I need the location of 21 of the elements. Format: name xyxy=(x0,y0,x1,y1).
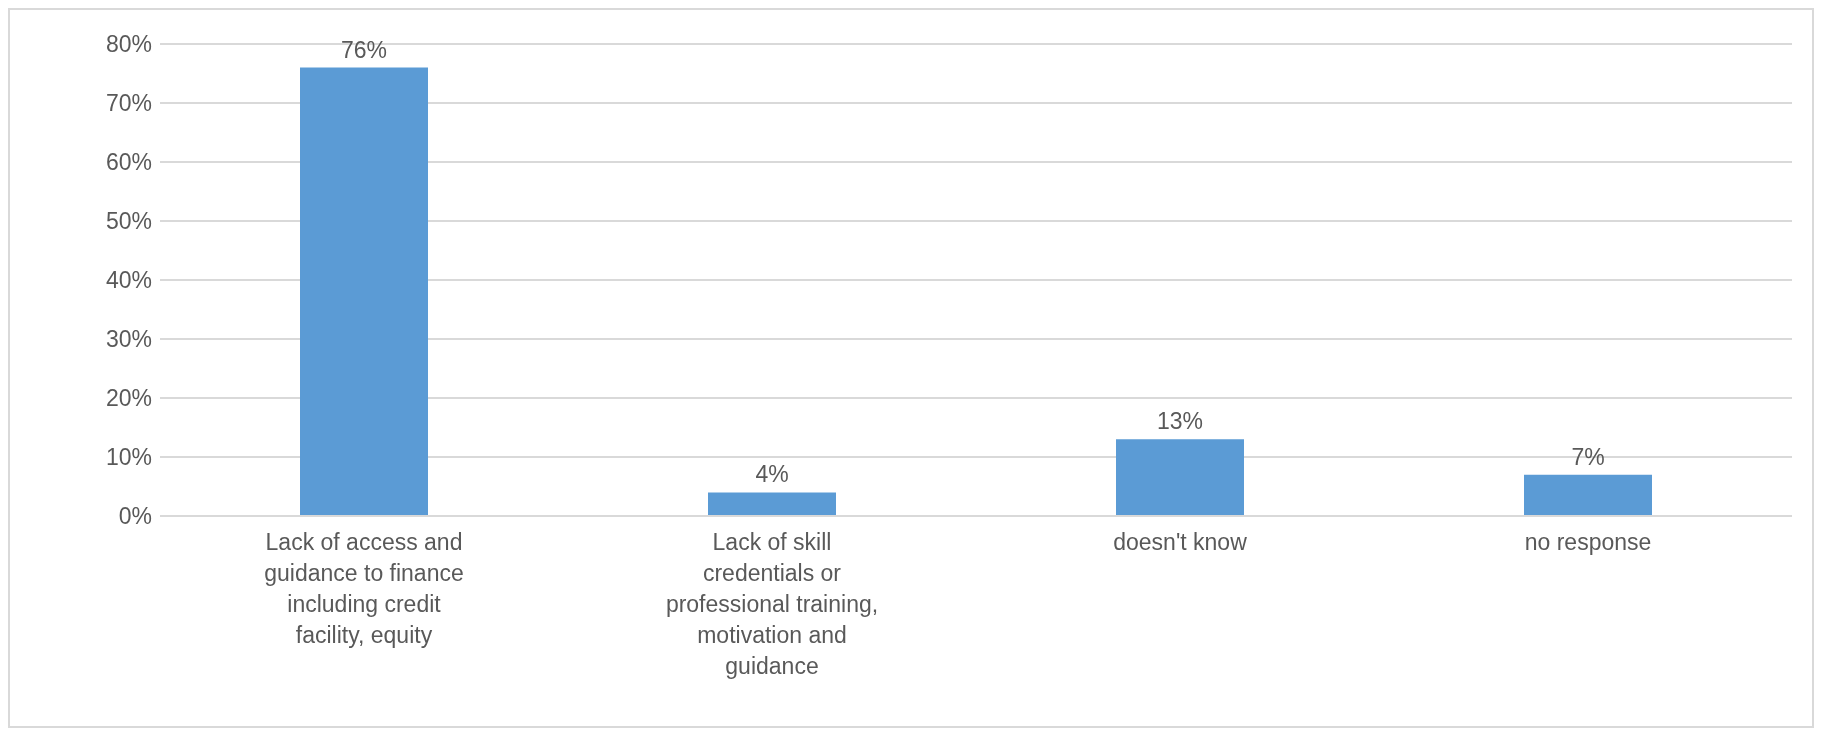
y-tick-label: 20% xyxy=(105,385,152,412)
y-tick-label: 10% xyxy=(105,444,152,471)
y-tick-label: 70% xyxy=(105,90,152,117)
y-tick-label: 60% xyxy=(105,149,152,176)
x-tick-label: no response xyxy=(1524,529,1652,555)
data-label: 76% xyxy=(340,36,388,63)
x-tick-label: Lack of skill credentials or professional training, motivation and guidance xyxy=(665,529,879,679)
y-tick-label: 80% xyxy=(105,31,152,58)
bar xyxy=(1524,474,1652,516)
data-label: 7% xyxy=(1571,443,1605,470)
data-label: 4% xyxy=(755,461,789,488)
y-tick-label: 40% xyxy=(105,267,152,294)
bar xyxy=(708,492,836,516)
bar xyxy=(1116,439,1244,516)
y-tick-label: 0% xyxy=(118,503,152,530)
data-label: 13% xyxy=(1156,408,1204,435)
x-tick-label: Lack of access and guidance to finance including credit facility, equity xyxy=(264,529,464,648)
x-tick-label: doesn't know xyxy=(1113,529,1248,555)
bar xyxy=(300,67,428,516)
y-tick-label: 50% xyxy=(105,208,152,235)
y-tick-label: 30% xyxy=(105,326,152,353)
